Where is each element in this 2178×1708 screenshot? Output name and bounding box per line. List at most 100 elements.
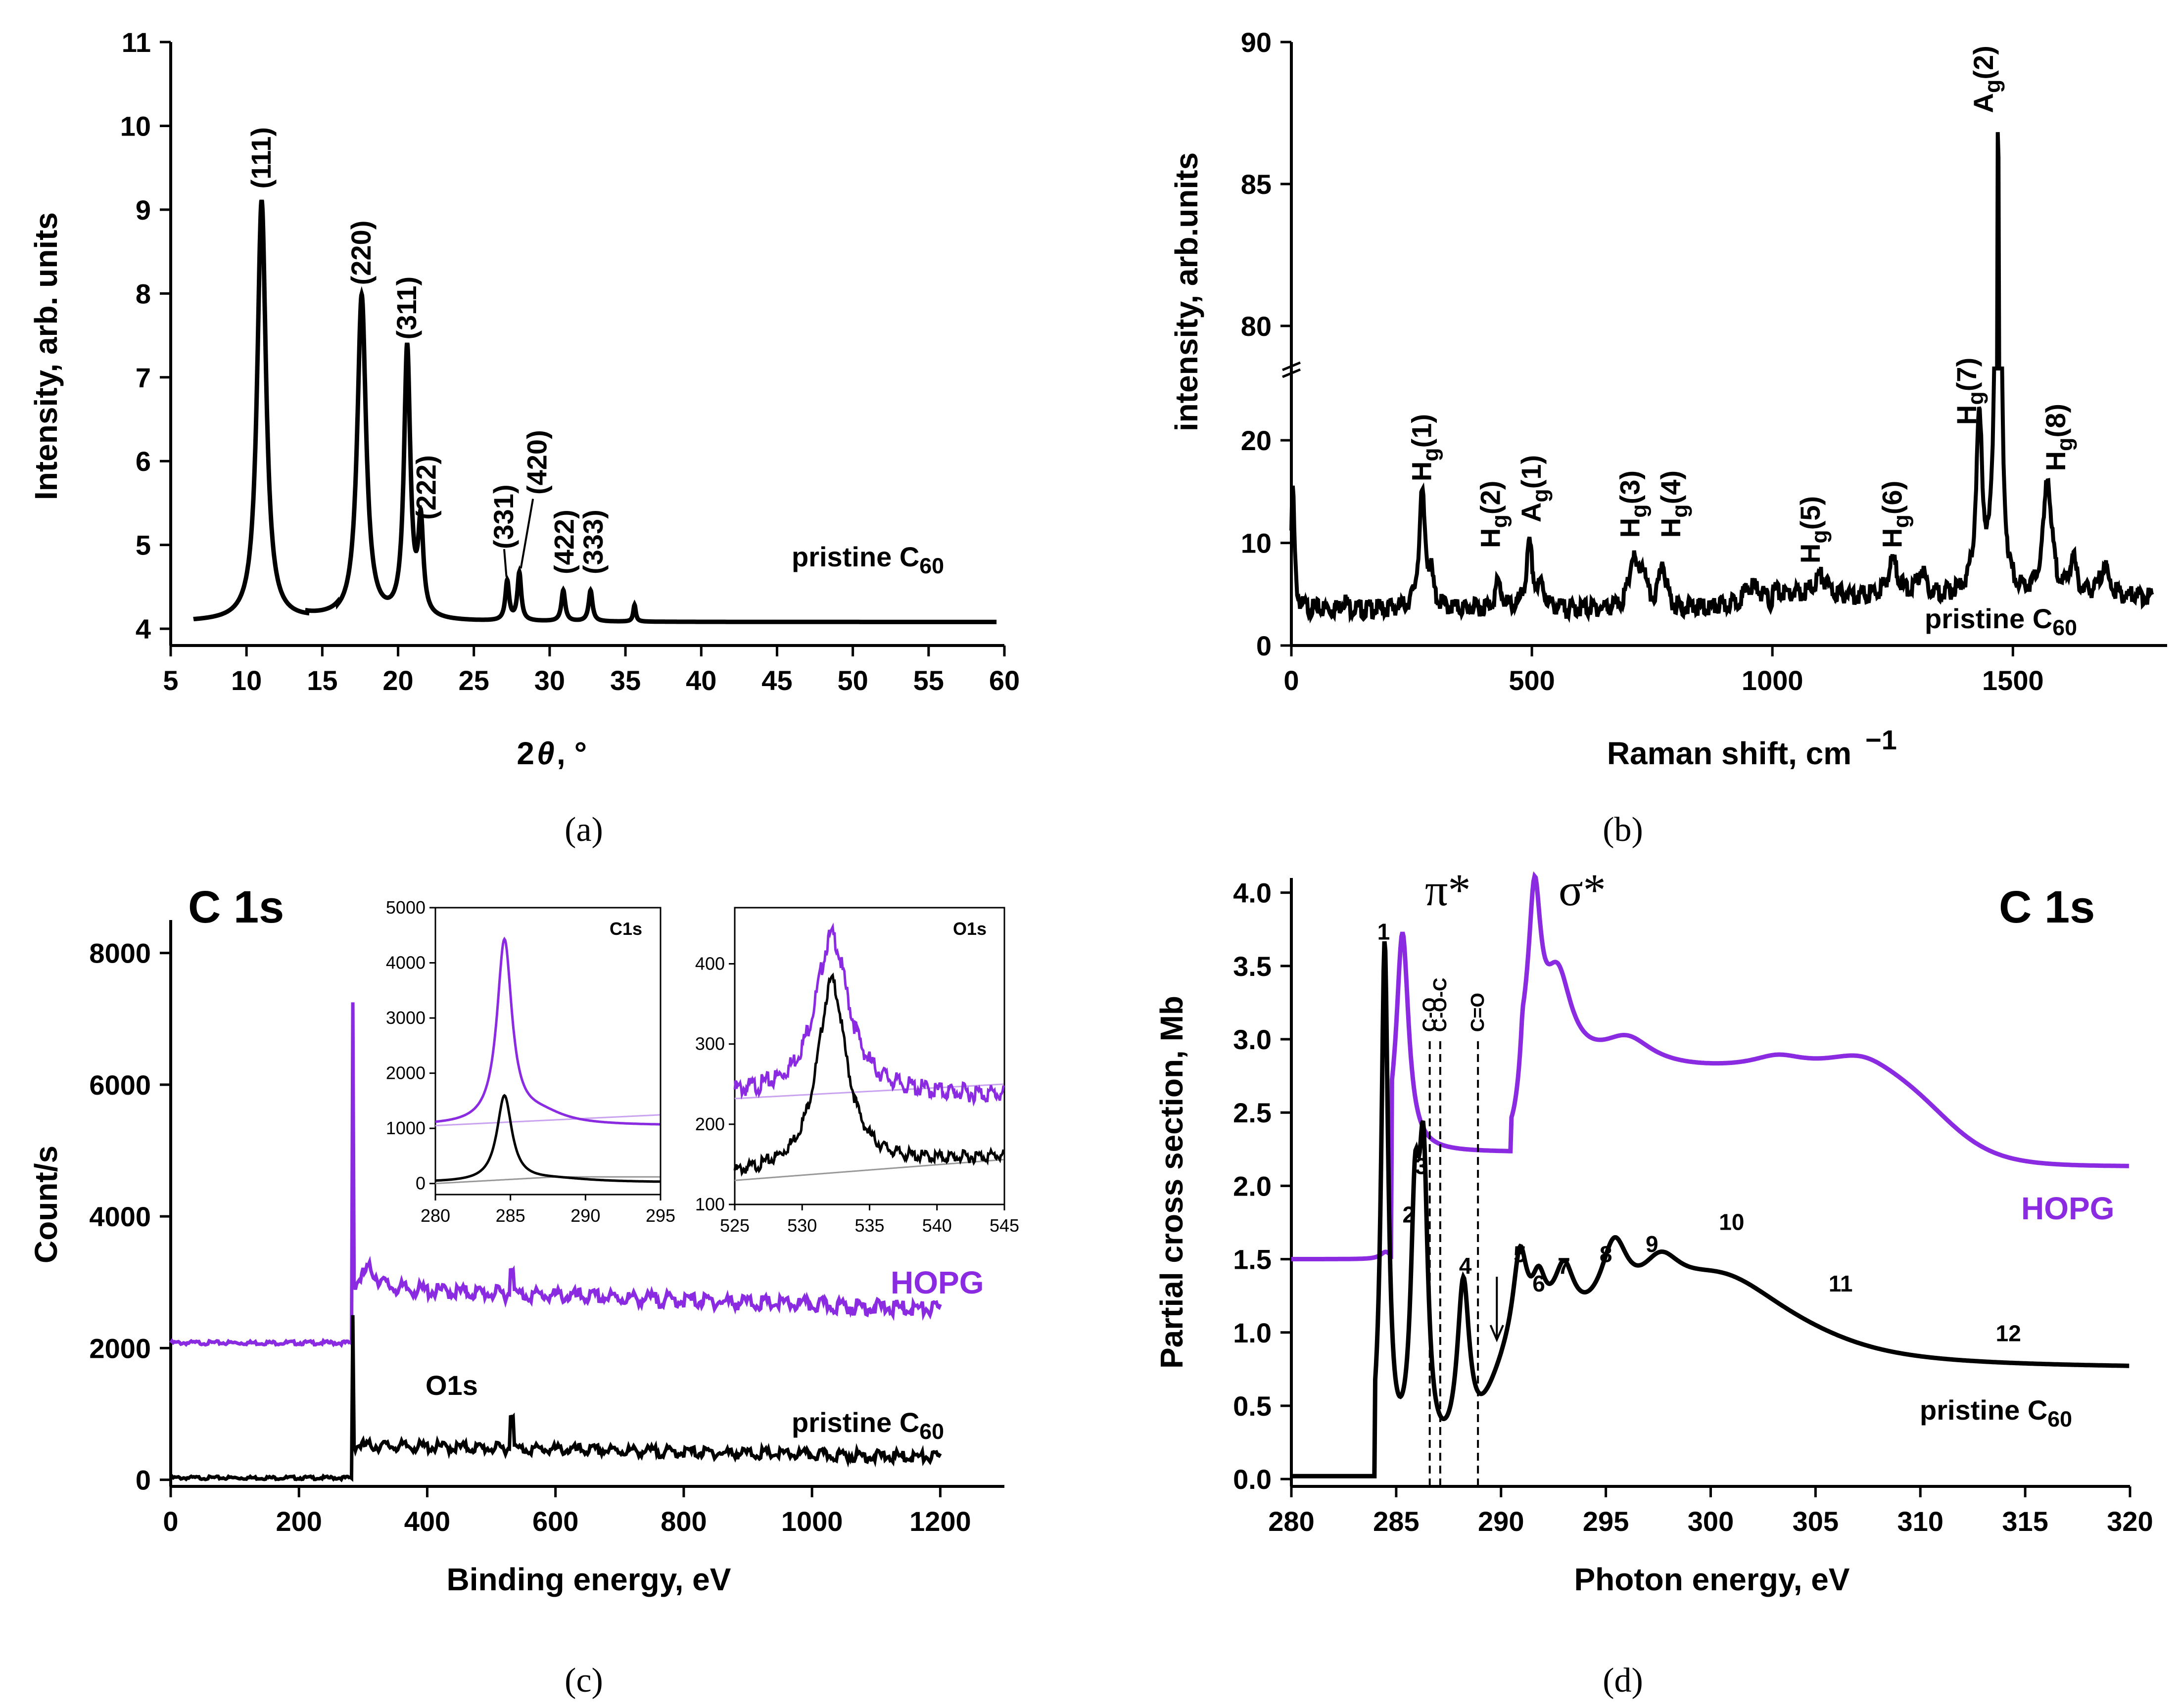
a-ytick-label: 6 — [136, 446, 151, 477]
panel-a: 5 10 15 20 25 30 35 40 45 50 55 604567891011(111)(2… — [28, 27, 1020, 849]
a-arrow-331 — [503, 549, 508, 577]
a-xtick-label: 25 — [459, 665, 489, 696]
c-panel-label: (c) — [565, 1662, 603, 1700]
a-peak-label: (311) — [391, 277, 422, 340]
d-xlabel: Photon energy, eV — [1574, 1562, 1849, 1597]
a-arrow-420 — [520, 499, 534, 569]
c-ytick-label: 8000 — [89, 938, 151, 969]
c-inset-xtick-label: 545 — [990, 1215, 1019, 1236]
c-ytick-label: 2000 — [89, 1333, 151, 1364]
d-hopg-label: HOPG — [2021, 1191, 2114, 1226]
d-arrow — [1489, 1277, 1504, 1342]
a-xtick-label: 40 — [686, 665, 716, 696]
a-series-pristine-c60 — [193, 199, 997, 624]
c-hopg-label: HOPG — [891, 1265, 984, 1300]
d-peak-number: 4 — [1459, 1253, 1472, 1279]
d-xtick-label: 310 — [1897, 1506, 1943, 1537]
c-inset-ytick-label: 0 — [416, 1173, 426, 1194]
c-o1s-label: O1s — [426, 1370, 478, 1401]
d-xtick-label: 305 — [1793, 1506, 1839, 1537]
d-ytick-label: 2.0 — [1233, 1170, 1272, 1201]
d-pi-label: π* — [1425, 865, 1470, 915]
d-panel-label: (d) — [1603, 1662, 1643, 1700]
d-xtick-label: 315 — [2002, 1506, 2048, 1537]
d-sigma-label: σ* — [1559, 865, 1606, 915]
c-inset-series-c60 — [733, 972, 1005, 1177]
d-ytick-label: 0.5 — [1233, 1390, 1272, 1422]
a-xtick-label: 45 — [761, 665, 792, 696]
a-ytick-label: 4 — [136, 613, 151, 645]
c-xtick-label: 1200 — [909, 1506, 971, 1537]
c-inset-ytick-label: 5000 — [386, 897, 426, 918]
b-series-pristine-c60 — [1289, 132, 2154, 624]
a-xtick-label: 10 — [231, 665, 262, 696]
b-ytick-label: 85 — [1241, 169, 1272, 200]
c-inset-ytick-label: 4000 — [386, 953, 426, 973]
a-peak-label: (422) — [549, 509, 580, 574]
c-inset-series-hopg — [733, 922, 1005, 1107]
c-xtick-label: 200 — [276, 1506, 322, 1537]
d-dashed-label: C-O — [1420, 998, 1440, 1032]
b-mode-label: Hg(5) — [1795, 496, 1832, 563]
a-xlabel-deg: , ° — [557, 736, 587, 771]
c-axes — [169, 920, 1004, 1488]
d-peak-number: 3 — [1415, 1154, 1428, 1179]
a-xlabel-2: 2 — [517, 736, 534, 771]
c-ytick-label: 0 — [136, 1465, 151, 1496]
d-dashed-label: C=O — [1468, 993, 1488, 1032]
a-ytick-label: 5 — [136, 530, 151, 561]
c-inset-xtick-label: 285 — [496, 1205, 525, 1226]
c-inset-ytick-label: 1000 — [386, 1118, 426, 1138]
b-panel-label: (b) — [1603, 811, 1643, 849]
a-xtick-label: 20 — [382, 665, 413, 696]
d-ytick-label: 4.0 — [1233, 877, 1272, 909]
a-xlabel-theta: θ — [537, 736, 555, 771]
a-peak-label: (333) — [577, 509, 609, 574]
a-xtick-label: 5 — [163, 665, 178, 696]
c-series-hopg — [169, 1002, 942, 1348]
d-xtick-label: 280 — [1268, 1506, 1314, 1537]
c-series-pristine-c60 — [169, 1315, 942, 1482]
a-ytick-label: 9 — [136, 194, 151, 226]
b-mode-label: Ag(2) — [1968, 46, 2005, 113]
d-series-hopg — [1291, 871, 2129, 1261]
a-ytick-label: 10 — [120, 110, 151, 141]
d-xtick-label: 320 — [2107, 1506, 2153, 1537]
b-mode-label: Hg(6) — [1876, 481, 1913, 548]
d-ylabel: Partial cross section, Mb — [1154, 996, 1189, 1369]
c-inset-bg-hopg — [734, 1083, 1004, 1100]
c-inset-series-c60 — [435, 1094, 660, 1183]
a-peak-label: (420) — [521, 430, 552, 495]
b-ytick-label: 20 — [1241, 425, 1272, 456]
d-peak-number: 11 — [1829, 1271, 1853, 1296]
a-ytick-label: 11 — [122, 27, 151, 58]
b-mode-label: Hg(8) — [2040, 404, 2077, 471]
d-peak-number: 2 — [1403, 1202, 1416, 1228]
d-xtick-label: 290 — [1478, 1506, 1524, 1537]
d-ytick-label: 3.5 — [1233, 951, 1272, 982]
c-inset-xtick-label: 535 — [854, 1215, 884, 1236]
b-ytick-label: 90 — [1241, 27, 1272, 58]
d-peak-number: 12 — [1996, 1321, 2021, 1346]
c-inset-xtick-label: 295 — [646, 1205, 675, 1226]
a-xtick-label: 50 — [837, 665, 868, 696]
c-inset-bg-c60 — [435, 1176, 660, 1185]
c-inset-ytick-label: 100 — [695, 1194, 725, 1214]
a-xtick-label: 15 — [307, 665, 337, 696]
a-ytick-label: 7 — [136, 362, 151, 393]
c-inset-ytick-label: 400 — [695, 954, 725, 974]
c-inset-ytick-label: 3000 — [386, 1008, 426, 1028]
c-inset-ytick-label: 300 — [695, 1034, 725, 1054]
panel-d: 280 285 290 295 300 305 310 315 3200.00.51.01.52… — [1154, 865, 2153, 1700]
c-inset-c1s: 280 285 290 295 0 1000 2000 3000 4000 5000 C1s — [386, 897, 675, 1226]
a-xtick-label: 55 — [913, 665, 944, 696]
d-ytick-label: 0.0 — [1233, 1464, 1272, 1495]
b-xlabel: Raman shift, cm — [1607, 736, 1851, 771]
d-ytick-label: 3.0 — [1233, 1024, 1272, 1055]
c-ylabel: Count/s — [28, 1146, 64, 1263]
a-xtick-label: 30 — [534, 665, 565, 696]
d-dashed-label: C-O-C — [1430, 977, 1451, 1032]
c-inset-o1s: 525 530 535 540 545 100 200 300 400 O1s — [695, 907, 1019, 1236]
c-inset-series-hopg — [435, 936, 660, 1126]
